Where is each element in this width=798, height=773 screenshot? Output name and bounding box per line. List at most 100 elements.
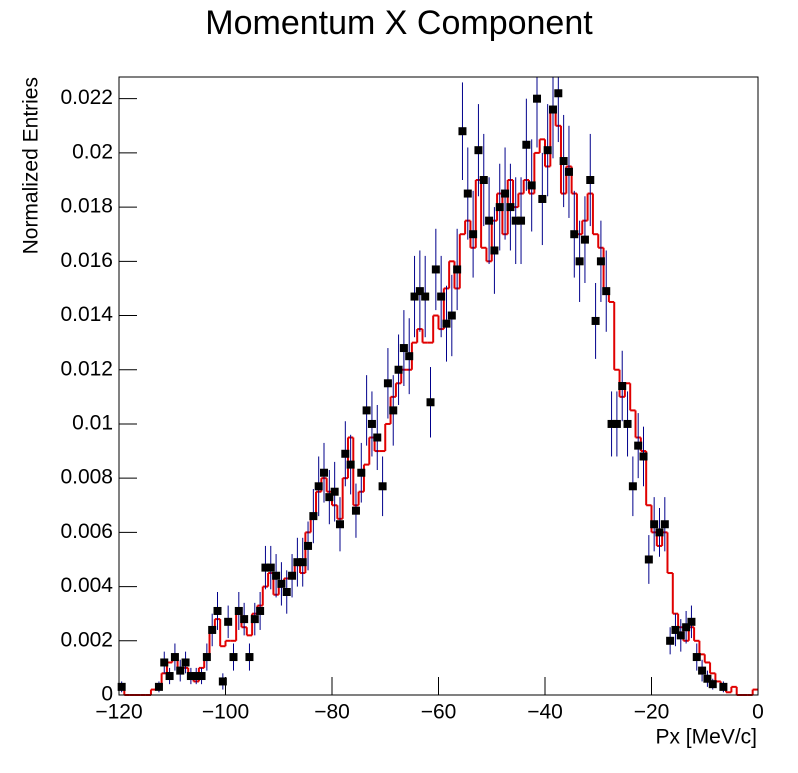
y-tick-label: 0.014	[60, 303, 113, 326]
y-tick-label: 0.022	[60, 86, 113, 109]
y-tick-label: 0	[101, 683, 113, 706]
data-point	[623, 419, 632, 428]
y-tick-label: 0.006	[60, 520, 113, 543]
data-point	[309, 512, 318, 521]
data-point	[410, 292, 419, 301]
data-point	[250, 615, 259, 624]
data-point	[266, 563, 275, 572]
data-point	[282, 588, 291, 596]
data-point	[650, 520, 659, 529]
data-point	[671, 625, 680, 634]
data-point	[277, 579, 286, 588]
data-point	[202, 653, 211, 662]
data-point	[421, 292, 430, 301]
data-point	[495, 203, 504, 212]
data-point	[612, 419, 621, 428]
y-axis-label: Normalized Entries	[20, 77, 43, 254]
data-point	[447, 311, 456, 320]
data-point	[165, 672, 174, 681]
data-point	[389, 406, 398, 415]
data-point	[564, 167, 573, 176]
data-point	[298, 558, 307, 567]
data-point	[607, 419, 616, 428]
data-point	[692, 653, 701, 662]
data-point	[618, 382, 627, 390]
data-point	[469, 230, 478, 239]
data-point	[533, 94, 542, 103]
data-point	[320, 468, 329, 477]
plot-area: 0 0.002 0.004 0.006 0.008 0.01 0.012 0.014 0.016…	[60, 77, 764, 724]
data-point	[676, 631, 685, 640]
chart-title: Momentum X Component	[205, 4, 593, 42]
data-point	[160, 658, 169, 667]
data-point	[304, 541, 313, 550]
x-tick-label: −120	[95, 701, 142, 724]
data-point	[708, 680, 717, 689]
data-point	[453, 265, 462, 274]
data-point	[383, 379, 392, 388]
data-point	[288, 571, 297, 580]
data-point	[378, 482, 387, 491]
data-point	[346, 460, 355, 469]
data-point	[463, 189, 472, 198]
data-point	[660, 520, 669, 529]
x-axis-label: Px [MeV/c]	[655, 726, 757, 749]
data-point	[261, 563, 270, 572]
data-point	[218, 677, 227, 686]
x-tick-label: −40	[527, 701, 563, 724]
data-point	[431, 265, 440, 274]
data-point	[325, 493, 334, 502]
data-point	[628, 482, 637, 491]
data-point	[335, 520, 344, 529]
y-tick-label: 0.008	[60, 466, 113, 489]
data-point	[458, 127, 467, 136]
data-point	[362, 406, 371, 415]
data-point	[437, 292, 446, 301]
data-point	[548, 105, 557, 114]
data-point	[394, 365, 403, 374]
data-point	[517, 216, 526, 225]
y-tick-label: 0.016	[60, 249, 113, 272]
data-point	[197, 672, 206, 681]
data-point	[351, 506, 360, 515]
data-point	[634, 441, 643, 450]
data-point	[719, 682, 728, 691]
data-point	[490, 246, 499, 255]
data-point	[293, 558, 302, 567]
data-point	[687, 617, 696, 626]
data-point	[117, 682, 126, 691]
data-point	[474, 146, 483, 155]
data-point	[240, 615, 249, 624]
data-point	[575, 257, 584, 266]
data-point	[570, 230, 579, 239]
y-tick-label: 0.004	[60, 574, 113, 597]
y-tick-label: 0.01	[72, 411, 113, 434]
data-point	[522, 140, 531, 149]
data-point	[479, 176, 488, 184]
data-point	[181, 658, 190, 667]
data-point	[426, 398, 435, 407]
data-point	[399, 344, 408, 353]
data-point	[559, 157, 568, 166]
x-tick-label: 0	[752, 701, 764, 724]
data-point	[602, 287, 611, 296]
data-point	[330, 487, 339, 496]
y-tick-label: 0.018	[60, 195, 113, 218]
data-point	[543, 146, 552, 155]
data-point	[154, 682, 163, 691]
data-point	[245, 653, 254, 662]
data-point	[256, 606, 265, 615]
data-point	[314, 482, 323, 491]
data-point	[511, 216, 520, 225]
data-point	[554, 89, 563, 98]
frame	[118, 76, 759, 696]
data-point	[415, 287, 424, 296]
data-point	[186, 672, 195, 681]
data-point	[367, 419, 376, 428]
data-point	[580, 235, 589, 244]
data-point	[341, 449, 350, 458]
y-tick-label: 0.002	[60, 628, 113, 651]
data-point	[666, 636, 675, 645]
data-point	[485, 216, 494, 225]
